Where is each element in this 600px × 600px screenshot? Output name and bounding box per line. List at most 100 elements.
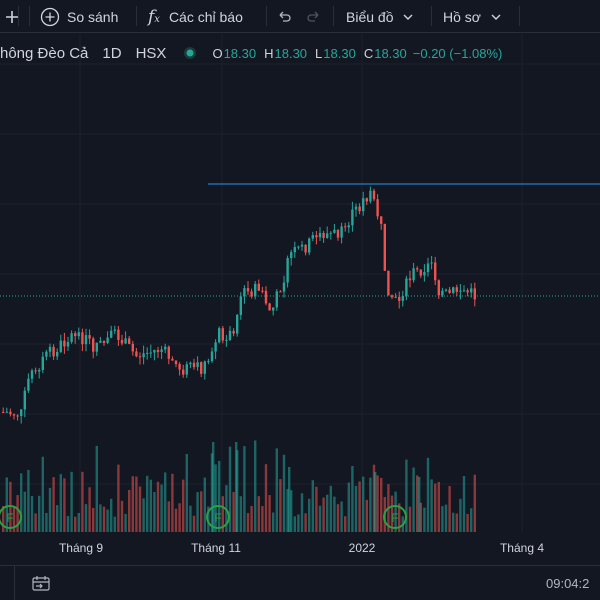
redo-button[interactable] [306,0,322,33]
candle-body [250,291,253,297]
candle-body [329,232,332,234]
volume-bar [84,504,88,532]
candle-body [56,351,59,357]
symbol-name[interactable]: hông Đèo Cả [0,44,89,62]
candle-body [470,288,473,293]
volume-bar [149,479,152,532]
candle-body [243,288,246,297]
volume-bar [131,476,134,532]
volume-bar [27,469,30,532]
volume-bar [95,445,98,532]
volume-bar [196,492,199,532]
candle-body [347,225,350,228]
profile-button[interactable]: Hồ sơ [443,0,502,33]
volume-bar [200,491,203,532]
volume-bar [171,473,174,532]
volume-bar [228,446,232,532]
chart-type-label: Biểu đồ [346,8,394,25]
candle-body [380,216,383,224]
volume-bar [264,464,268,532]
volume-bar [45,512,48,532]
volume-bar [246,513,250,532]
change-value: −0.20 (−1.08%) [412,45,503,61]
candle-body [113,329,116,331]
volume-bar [52,477,55,532]
volume-bar [326,494,329,532]
candle-body [106,337,109,343]
volume-bar [441,506,444,532]
candle-body [149,352,152,354]
candle-body [135,351,138,357]
candle-body [225,339,228,341]
candle-body [218,328,221,343]
candle-body [394,297,397,299]
plus-icon [6,10,18,23]
volume-bar [254,440,257,532]
candle-body [434,262,437,281]
volume-bar [135,476,138,532]
volume-bar [297,514,300,532]
candle-body [376,199,379,217]
candle-body [437,280,440,296]
candle-body [99,340,102,343]
volume-bar [63,478,66,532]
candle-body [272,307,275,311]
chart-type-button[interactable]: Biểu đồ [346,0,414,33]
candle-body [290,252,293,259]
event-marker-circle [383,505,407,529]
volume-bar [322,497,325,532]
candle-body [178,364,181,370]
candle-body [146,352,149,354]
price-chart[interactable]: F F F Tháng 9 Tháng 11 2022 Tháng 4 [0,34,600,564]
candle-body [156,350,160,353]
function-fx-icon: fx [148,6,160,27]
indicators-button[interactable]: fx Các chỉ báo [148,0,243,33]
event-marker-circle [206,505,230,529]
volume-bar [293,516,296,532]
compare-button[interactable]: So sánh [40,0,118,33]
low-value: 18.30 [323,45,356,61]
volume-bar [362,476,365,532]
volume-bar [59,474,62,532]
candle-body [171,358,174,361]
volume-bar [380,477,383,532]
x-axis-tick-label: Tháng 4 [500,541,544,555]
volume-bar [106,509,109,532]
interval-label[interactable]: 1D [102,44,122,62]
candle-body [84,335,88,345]
volume-bar [290,490,293,532]
candle-body [452,287,455,293]
candle-body [182,369,185,375]
candle-body [185,364,188,375]
volume-bar [261,506,264,532]
volume-bar [369,477,372,532]
volume-bar [279,479,282,532]
candle-body [12,414,16,416]
candle-body [344,226,347,228]
volume-bar [77,512,80,532]
volume-bar [286,488,289,532]
candle-body [52,346,55,357]
undo-button[interactable] [276,0,292,33]
volume-bar [16,495,19,532]
candle-body [246,288,250,292]
volume-bar [203,477,206,532]
volume-bar [340,501,343,532]
volume-bar [300,493,304,532]
volume-bar [374,472,377,532]
exchange-label: HSX [135,44,167,62]
candle-body [131,343,134,352]
add-symbol-button[interactable] [4,0,20,33]
candle-body [189,362,192,365]
candle-body [2,412,5,413]
candle-body [282,282,286,292]
candle-body [16,415,19,417]
volume-bar [164,472,167,532]
market-status-dot-icon[interactable] [182,45,198,61]
date-range-icon[interactable] [31,575,51,593]
candle-body [426,263,430,273]
volume-bar [336,504,340,532]
candle-body [20,409,23,417]
high-key: H [264,45,274,61]
volume-bar [218,460,221,532]
